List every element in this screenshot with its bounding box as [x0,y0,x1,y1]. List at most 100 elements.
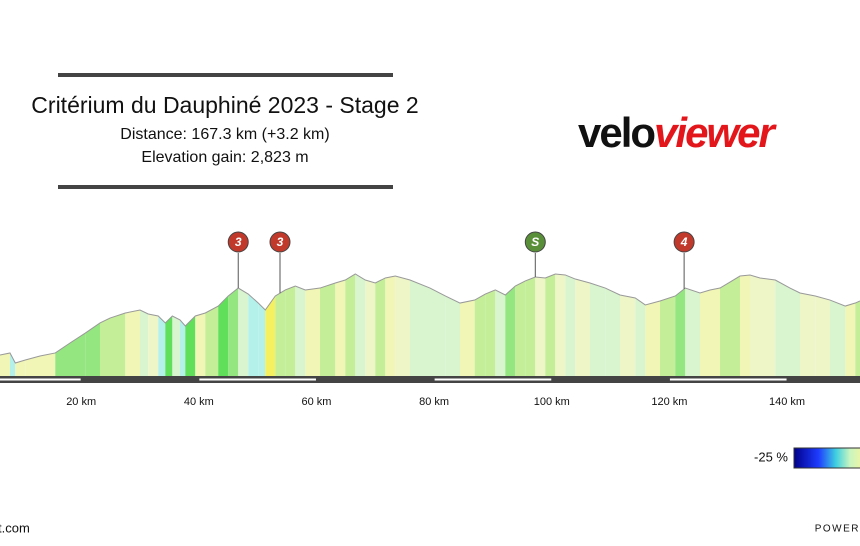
logo-viewer: viewer [654,109,777,156]
profile-segment [385,276,396,376]
profile-segment [830,300,846,376]
x-tick-label: 20 km [66,396,96,408]
profile-segment [855,301,860,376]
profile-segment [590,283,606,376]
profile-segment [535,277,546,376]
profile-segment [140,310,149,376]
profile-segment [165,316,173,376]
logo-velo: velo [578,109,655,156]
profile-segment [258,303,266,376]
road-stripe [198,378,317,381]
profile-segment [375,277,386,376]
profile-segment [275,289,286,376]
profile-segment [125,310,140,376]
profile-segment [305,288,320,376]
road-bar [0,376,860,383]
profile-segment [760,277,776,376]
profile-segment [675,288,686,376]
profile-segment [474,294,486,376]
footer-right: POWER [815,524,860,535]
profile-segment [775,280,790,376]
profile-segment [700,289,710,376]
profile-segment [100,318,110,376]
profile-segment [205,306,219,376]
road-stripe [0,378,82,381]
profile-segment [185,316,196,376]
profile-segment [545,274,556,376]
profile-segment [295,286,306,376]
profile-segment [565,274,576,376]
profile-segment [158,316,166,376]
profile-segment [750,274,760,376]
profile-segment [685,288,700,376]
profile-segment [148,313,159,376]
elevation-gain: Elevation gain: 2,823 m [141,149,308,166]
profile-segment [710,288,720,376]
profile-segment [218,295,229,376]
profile-segment [555,274,566,376]
profile-segment [430,288,446,376]
footer-left: t.com [0,520,30,535]
profile-segment [845,303,856,376]
climb-marker [673,231,695,253]
legend-label: -25 % [754,449,788,464]
profile-segment [365,280,376,376]
profile-segment [10,352,16,376]
x-tick-label: 60 km [301,396,331,408]
x-tick-label: 100 km [534,396,570,408]
profile-segment [515,280,526,376]
profile-segment [620,295,636,376]
legend-gradient [793,447,860,469]
profile-segment [248,294,259,376]
profile-segment [285,286,296,376]
climb-marker [269,231,291,253]
profile-segment [40,352,56,376]
climb-marker [524,231,546,253]
profile-segment [505,286,516,376]
profile-segment [410,280,430,376]
profile-segment [335,280,346,376]
profile-segment [395,276,410,376]
profile-segment [495,289,506,376]
climb-label: 3 [235,235,242,249]
profile-segment [790,288,800,376]
profile-segment [25,355,40,376]
profile-segment [15,360,26,376]
profile-segment [355,274,366,376]
x-tick-label: 140 km [769,396,805,408]
road-stripe [434,378,552,381]
profile-segment [730,276,740,376]
profile-segment [265,295,276,376]
profile-segment [70,333,86,376]
logo: veloviewer [578,109,777,156]
profile-segment [605,288,620,376]
profile-segment [345,274,356,376]
profile-segment [660,295,676,376]
profile-segment [815,295,830,376]
profile-segment [55,343,70,376]
profile-segment [445,295,460,376]
profile-segment [635,298,646,376]
title: Critérium du Dauphiné 2023 - Stage 2 [31,92,418,118]
profile-segment [460,300,475,376]
x-tick-label: 40 km [184,396,214,408]
climb-label: S [531,235,539,249]
profile-segment [320,283,336,376]
road-stripe [669,378,788,381]
profile-line [0,273,860,364]
profile-segment [740,274,750,376]
profile-segment [0,352,10,376]
profile-segment [645,301,660,376]
profile-segment [85,322,100,376]
profile-segment [110,313,126,376]
profile-segment [800,292,816,376]
climb-marker [227,231,249,253]
profile-segment [172,316,180,376]
climb-label: 4 [680,235,688,249]
profile-segment [575,279,590,376]
profile-segment [720,282,730,376]
profile-segment [525,277,536,376]
distance: Distance: 167.3 km (+3.2 km) [120,126,329,143]
